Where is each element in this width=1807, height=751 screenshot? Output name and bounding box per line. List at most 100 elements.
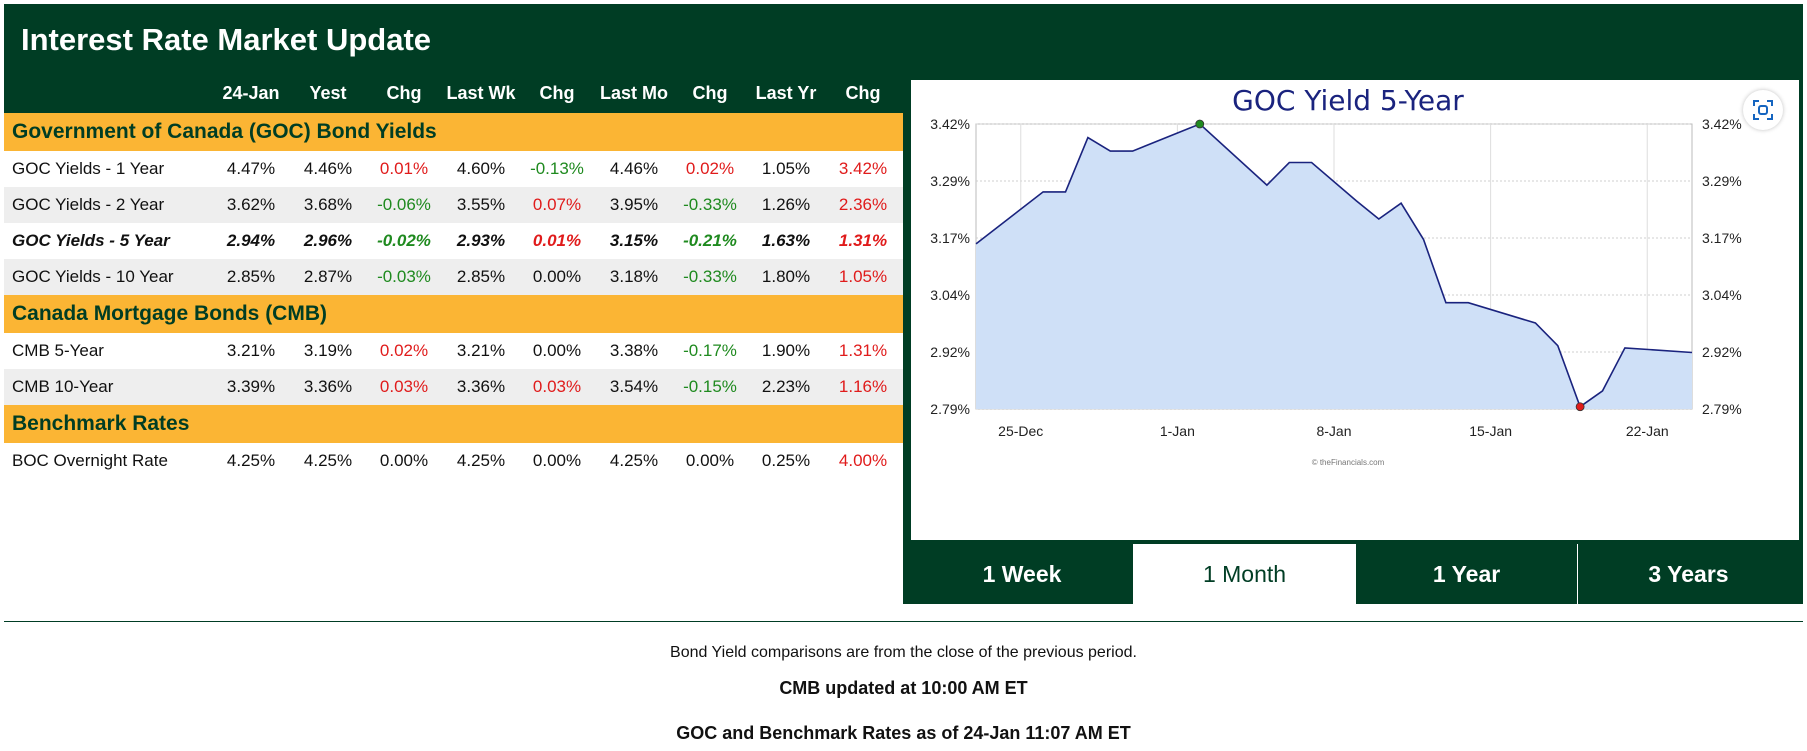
table-cell: 0.00% [532,451,582,470]
table-cell: -0.13% [530,159,584,178]
range-selector: 1 Week 1 Month 1 Year 3 Years [911,544,1799,604]
table-cell: -0.03% [377,267,431,286]
table-cell: 4.25% [609,451,659,470]
table-cell: 0.00% [379,451,429,470]
y-tick-label-right: 3.04% [1702,287,1742,303]
section-header: Benchmark Rates [4,405,903,443]
table-cell: 4.46% [303,159,353,178]
y-tick-label-right: 2.92% [1702,344,1742,360]
table-cell: 3.36% [456,377,506,396]
table-cell: 1.26% [761,195,811,214]
x-tick-label: 8-Jan [1316,423,1351,439]
y-tick-label-right: 3.42% [1702,116,1742,132]
expand-icon [1753,100,1773,120]
range-button-3-years[interactable]: 3 Years [1577,544,1799,604]
range-button-1-week[interactable]: 1 Week [911,544,1133,604]
table-cell: 1.31% [838,231,888,250]
table-row: GOC Yields - 5 Year 2.94% 2.96% -0.02% 2.93%… [4,223,903,259]
cmb-update-note: CMB updated at 10:00 AM ET [779,678,1028,698]
table-cell: 2.85% [226,267,276,286]
table-cell: -0.33% [683,267,737,286]
y-tick-label-left: 3.17% [930,230,970,246]
table-cell: -0.02% [377,231,431,250]
column-header: Chg [386,83,422,103]
expand-button[interactable] [1743,90,1783,130]
column-header: Chg [845,83,881,103]
table-cell: 0.03% [379,377,429,396]
y-tick-label-left: 3.42% [930,116,970,132]
table-cell: 1.16% [838,377,888,396]
table-cell: 3.68% [303,195,353,214]
table-cell: 3.38% [609,341,659,360]
row-label: GOC Yields - 1 Year [12,159,165,178]
table-cell: 4.60% [456,159,506,178]
row-label: GOC Yields - 2 Year [12,195,165,214]
y-tick-label-left: 3.29% [930,173,970,189]
table-cell: 0.00% [532,341,582,360]
table-cell: 4.25% [303,451,353,470]
table-cell: 0.25% [761,451,811,470]
table-cell: -0.15% [683,377,737,396]
y-tick-label-right: 3.29% [1702,173,1742,189]
column-header: Last Yr [755,83,817,103]
chart-svg: 3.42% 3.42% 3.29% 3.29% 3.17% 3.17% 3.04% 3.04%… [930,84,1742,467]
table-cell: 3.21% [456,341,506,360]
table-cell: 0.00% [685,451,735,470]
range-button-1-year[interactable]: 1 Year [1355,544,1577,604]
column-header: Yest [309,83,347,103]
table-cell: -0.33% [683,195,737,214]
yield-chart: 3.42% 3.42% 3.29% 3.29% 3.17% 3.17% 3.04% 3.04%… [911,80,1799,540]
table-cell: -0.17% [683,341,737,360]
comparison-note: Bond Yield comparisons are from the clos… [670,644,1137,661]
row-label: CMB 10-Year [12,377,114,396]
table-cell: 3.18% [609,267,659,286]
table-cell: 3.19% [303,341,353,360]
min-point-marker [1575,402,1585,412]
rates-table: 24-Jan Yest Chg Last Wk Chg Last Mo Chg Last Yr… [4,74,903,604]
section-title: Benchmark Rates [12,412,190,435]
table-cell: 4.46% [609,159,659,178]
x-tick-label: 22-Jan [1626,423,1669,439]
chart-title: GOC Yield 5-Year [1232,84,1464,117]
table-cell: -0.21% [683,231,737,250]
column-header: Last Wk [446,83,516,103]
table-cell: 1.80% [761,267,811,286]
table-cell: 0.02% [685,159,735,178]
table-row: GOC Yields - 2 Year 3.62% 3.68% -0.06% 3.55%… [4,187,903,223]
table-cell: 3.36% [303,377,353,396]
table-cell: 4.25% [226,451,276,470]
table-row: GOC Yields - 10 Year 2.85% 2.87% -0.03% 2.85… [4,259,903,295]
table-cell: 3.42% [838,159,888,178]
series-area [976,124,1692,409]
table-cell: 3.21% [226,341,276,360]
table-cell: 3.54% [609,377,659,396]
table-cell: 0.00% [532,267,582,286]
table-row: GOC Yields - 1 Year 4.47% 4.46% 0.01% 4.60% -… [4,151,903,187]
table-cell: -0.06% [377,195,431,214]
table-cell: 3.62% [226,195,276,214]
table-cell: 2.93% [456,231,506,250]
table-cell: 2.36% [838,195,888,214]
table-cell: 2.94% [226,231,276,250]
table-cell: 0.07% [532,195,582,214]
table-cell: 3.55% [456,195,506,214]
table-row: BOC Overnight Rate 4.25% 4.25% 0.00% 4.25% 0.… [4,443,903,479]
column-header: Chg [692,83,728,103]
column-header: Chg [539,83,575,103]
table-cell: 2.96% [303,231,353,250]
x-tick-label: 25-Dec [998,423,1043,439]
range-button-1-month[interactable]: 1 Month [1133,544,1355,604]
y-tick-label-left: 2.92% [930,344,970,360]
row-label: BOC Overnight Rate [12,451,168,470]
table-cell: 4.00% [838,451,888,470]
table-cell: 1.05% [838,267,888,286]
table-cell: 1.05% [761,159,811,178]
x-tick-label: 15-Jan [1469,423,1512,439]
y-tick-label-right: 3.17% [1702,230,1742,246]
series-line [975,123,1693,408]
rate-widget: Interest Rate Market Update 24-Jan Yest Ch… [4,4,1803,604]
table-cell: 4.47% [226,159,276,178]
section-header: Government of Canada (GOC) Bond Yields [4,113,903,151]
table-cell: 2.23% [761,377,811,396]
table-cell: 3.39% [226,377,276,396]
